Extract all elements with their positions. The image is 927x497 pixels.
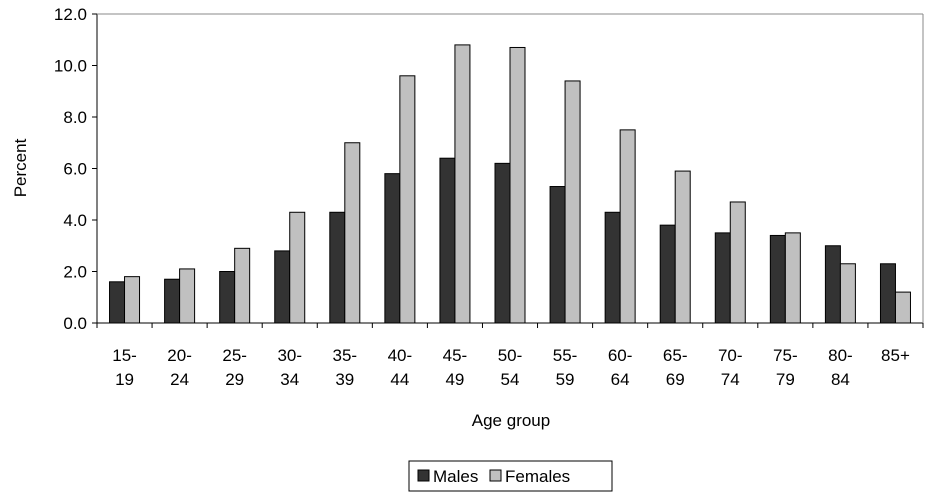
bar-males-5 [384, 173, 401, 324]
x-tick-label: 44 [390, 370, 409, 389]
x-tick-label: 79 [776, 370, 795, 389]
x-tick-label: 55- [553, 346, 578, 365]
legend-frame [408, 460, 613, 492]
bar-females-3 [289, 211, 306, 324]
bar-males-13 [824, 245, 841, 324]
bar-males-1 [164, 278, 181, 324]
x-tick-label: 30- [277, 346, 302, 365]
bar-females-0 [124, 276, 141, 324]
bar-females-13 [839, 263, 856, 324]
x-tick-label: 85+ [881, 346, 910, 365]
y-axis-ticks: 0.0 2.0 4.0 6.0 8.0 10.0 12.0 [54, 5, 97, 333]
bar-females-9 [619, 129, 636, 324]
bar-males-3 [274, 250, 291, 324]
bar-females-1 [179, 268, 196, 324]
legend-swatch-males [417, 469, 430, 482]
x-tick-label: 24 [170, 370, 189, 389]
legend: Males Females [408, 460, 613, 492]
x-tick-label: 84 [831, 370, 850, 389]
y-axis-title: Percent [11, 138, 30, 197]
x-tick-label: 25- [222, 346, 247, 365]
bar-males-6 [439, 157, 456, 324]
bar-males-11 [714, 232, 731, 324]
x-tick-label: 60- [608, 346, 633, 365]
x-tick-label: 74 [721, 370, 740, 389]
legend-swatch-females [489, 469, 502, 482]
x-tick-label: 40- [388, 346, 413, 365]
x-tick-label: 65- [663, 346, 688, 365]
bar-females-8 [564, 80, 581, 324]
x-tick-label: 69 [666, 370, 685, 389]
bar-females-12 [784, 232, 801, 324]
bar-females-14 [894, 291, 911, 324]
bar-females-11 [729, 201, 746, 324]
x-axis-title: Age group [472, 411, 550, 430]
bar-females-5 [399, 75, 416, 324]
x-tick-label: 50- [498, 346, 523, 365]
y-tick-label: 4.0 [63, 211, 87, 230]
bar-females-6 [454, 44, 471, 324]
x-tick-label: 19 [115, 370, 134, 389]
bar-males-7 [494, 162, 511, 324]
x-tick-label: 39 [335, 370, 354, 389]
x-tick-label: 45- [443, 346, 468, 365]
x-tick-label: 34 [280, 370, 299, 389]
x-tick-label: 29 [225, 370, 244, 389]
x-tick-label: 59 [556, 370, 575, 389]
x-tick-label: 15- [112, 346, 137, 365]
x-tick-label: 35- [333, 346, 358, 365]
x-tick-label: 54 [501, 370, 520, 389]
bars-group [109, 44, 911, 324]
legend-label-females: Females [505, 467, 570, 486]
bar-males-12 [769, 234, 786, 324]
y-tick-label: 6.0 [63, 160, 87, 179]
x-tick-label: 49 [445, 370, 464, 389]
y-tick-label: 8.0 [63, 108, 87, 127]
y-tick-label: 10.0 [54, 57, 87, 76]
x-tick-label: 70- [718, 346, 743, 365]
x-tick-label: 20- [167, 346, 192, 365]
bar-females-10 [674, 170, 691, 324]
bar-females-2 [234, 247, 251, 324]
bar-males-10 [659, 224, 676, 324]
bar-males-14 [879, 263, 896, 324]
x-tick-label: 80- [828, 346, 853, 365]
x-tick-label: 75- [773, 346, 798, 365]
bar-males-0 [109, 281, 126, 324]
x-tick-label: 64 [611, 370, 630, 389]
bar-males-2 [219, 271, 236, 324]
y-tick-label: 2.0 [63, 263, 87, 282]
legend-label-males: Males [433, 467, 478, 486]
y-tick-label: 12.0 [54, 5, 87, 24]
bar-females-7 [509, 46, 526, 324]
x-axis-ticks: 15- 19 20- 24 25- 29 30- 34 35- 39 40- 44 45- 49 50- 54… [96, 323, 924, 389]
bar-males-8 [549, 186, 566, 324]
bar-females-4 [344, 142, 361, 324]
y-tick-label: 0.0 [63, 314, 87, 333]
bar-males-4 [329, 211, 346, 324]
bar-males-9 [604, 211, 621, 324]
